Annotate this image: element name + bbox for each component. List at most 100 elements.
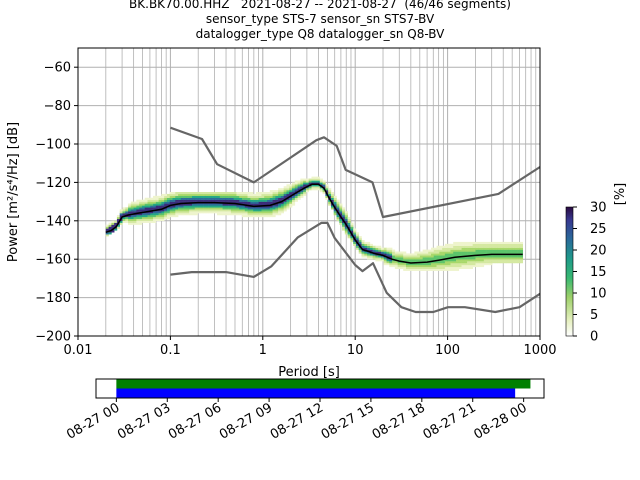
colorbar-tick-label: 15 xyxy=(590,265,607,280)
heatmap-cell xyxy=(417,266,421,269)
heatmap-cell xyxy=(253,203,257,206)
colorbar-tick-label: 30 xyxy=(590,201,607,216)
heatmap-cell xyxy=(492,243,496,246)
heatmap-cell xyxy=(481,241,485,245)
heatmap-cell xyxy=(186,193,190,197)
heatmap-cell xyxy=(369,245,373,248)
heatmap-cell xyxy=(283,192,287,195)
heatmap-cell xyxy=(189,205,193,208)
heatmap-cell xyxy=(150,220,154,223)
heatmap-cell xyxy=(269,211,273,214)
heatmap-cell xyxy=(311,182,315,185)
heatmap-cell xyxy=(244,205,248,208)
heatmap-cell xyxy=(364,245,368,248)
heatmap-cell xyxy=(405,266,410,269)
heatmap-cell xyxy=(353,228,357,231)
heatmap-cell xyxy=(358,236,362,239)
heatmap-cell xyxy=(230,205,234,208)
heatmap-cell xyxy=(133,222,137,225)
heatmap-cell xyxy=(386,259,390,262)
heatmap-cell xyxy=(342,215,346,218)
heatmap-cell xyxy=(116,216,121,220)
heatmap-cell xyxy=(436,268,440,271)
heatmap-cell xyxy=(244,215,248,218)
heatmap-cell xyxy=(467,245,471,248)
heatmap-cell xyxy=(478,241,482,245)
heatmap-cell xyxy=(483,241,487,245)
heatmap-cell xyxy=(447,263,451,266)
heatmap-cell xyxy=(514,257,518,260)
heatmap-cell xyxy=(405,253,410,256)
heatmap-cell xyxy=(472,264,476,268)
heatmap-cell xyxy=(180,199,184,202)
heatmap-cell xyxy=(272,190,276,193)
heatmap-cell xyxy=(297,184,301,187)
heatmap-cell xyxy=(175,192,179,195)
heatmap-cell xyxy=(503,245,507,248)
heatmap-cell xyxy=(203,199,207,202)
heatmap-cell xyxy=(150,215,154,218)
heatmap-cell xyxy=(219,207,223,210)
heatmap-cell xyxy=(280,207,284,210)
heatmap-cell xyxy=(219,197,223,200)
heatmap-cell xyxy=(278,209,282,212)
heatmap-cell xyxy=(166,193,171,197)
heatmap-cell xyxy=(378,257,382,260)
heatmap-cell xyxy=(489,251,493,254)
heatmap-cell xyxy=(175,197,179,200)
heatmap-cell xyxy=(166,201,171,204)
heatmap-cell xyxy=(475,263,479,266)
heatmap-cell xyxy=(219,193,223,197)
heatmap-cell xyxy=(333,197,337,200)
heatmap-cell xyxy=(161,216,165,220)
heatmap-cell xyxy=(155,211,159,214)
heatmap-cell xyxy=(353,230,357,233)
heatmap-cell xyxy=(161,197,165,200)
heatmap-cell xyxy=(436,257,440,260)
heatmap-cell xyxy=(492,259,496,262)
heatmap-cell xyxy=(253,201,257,204)
y-tick-label: −100 xyxy=(35,138,71,153)
heatmap-cell xyxy=(144,199,148,202)
heatmap-cell xyxy=(317,182,321,185)
heatmap-cell xyxy=(339,220,343,223)
heatmap-cell xyxy=(216,195,221,198)
heatmap-cell xyxy=(450,249,454,252)
heatmap-cell xyxy=(342,209,346,212)
heatmap-cell xyxy=(475,257,479,260)
heatmap-cell xyxy=(153,199,157,202)
heatmap-cell xyxy=(439,247,443,250)
heatmap-cell xyxy=(164,203,168,206)
heatmap-cell xyxy=(325,197,329,200)
heatmap-cell xyxy=(336,216,340,220)
heatmap-cell xyxy=(230,197,234,200)
heatmap-cell xyxy=(114,222,118,225)
heatmap-cell xyxy=(208,205,212,208)
heatmap-cell xyxy=(125,207,129,210)
heatmap-cell xyxy=(439,255,443,258)
heatmap-cell xyxy=(128,205,132,208)
heatmap-cell xyxy=(197,199,201,202)
heatmap-cell xyxy=(272,207,276,210)
heatmap-cell xyxy=(216,197,221,200)
heatmap-cell xyxy=(258,201,262,204)
heatmap-cell xyxy=(172,193,176,197)
heatmap-cell xyxy=(139,213,143,216)
heatmap-cell xyxy=(511,261,515,264)
heatmap-cell xyxy=(214,203,218,206)
heatmap-cell xyxy=(133,211,137,214)
heatmap-cell xyxy=(361,249,365,252)
heatmap-cell xyxy=(244,199,248,202)
heatmap-cell xyxy=(339,205,343,208)
heatmap-cell xyxy=(141,201,146,204)
heatmap-cell xyxy=(461,251,465,254)
heatmap-cell xyxy=(322,184,326,187)
heatmap-cell xyxy=(350,224,354,227)
heatmap-cell xyxy=(197,209,201,212)
heatmap-cell xyxy=(105,226,109,229)
heatmap-cell xyxy=(128,207,132,210)
heatmap-cell xyxy=(514,259,518,262)
heatmap-cell xyxy=(489,247,493,250)
heatmap-cell xyxy=(486,243,490,246)
heatmap-cell xyxy=(430,268,435,271)
